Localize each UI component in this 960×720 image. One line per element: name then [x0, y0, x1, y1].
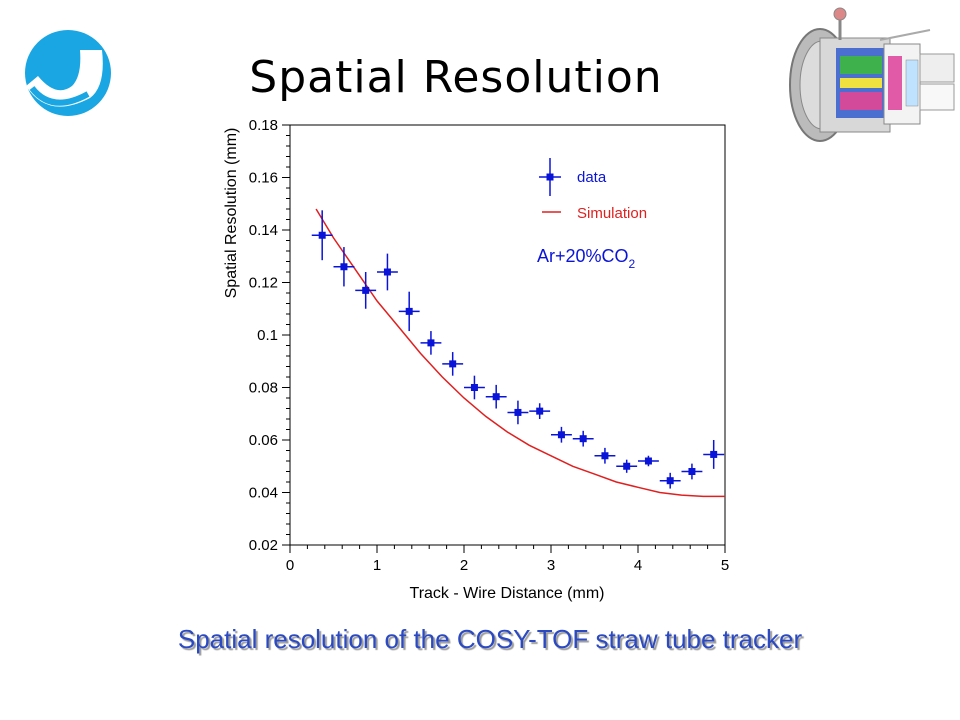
data-point: [485, 384, 507, 409]
legend: data Simulation: [539, 158, 647, 222]
data-marker: [536, 407, 544, 415]
data-point: [659, 472, 681, 489]
x-tick-label: 4: [634, 557, 642, 574]
y-tick-label: 0.1: [257, 327, 278, 344]
y-tick-label: 0.14: [249, 222, 278, 239]
data-point: [420, 331, 442, 355]
y-tick-label: 0.06: [249, 432, 278, 449]
data-marker: [623, 462, 631, 470]
data-point: [377, 253, 398, 291]
simulation-line: [315, 208, 725, 498]
data-series: [311, 210, 725, 489]
cosy-tof-detector-cutaway-icon: [789, 7, 955, 142]
x-tick-label: 5: [721, 557, 729, 574]
x-tick-label: 3: [547, 557, 555, 574]
data-point: [703, 440, 725, 469]
data-marker: [579, 435, 587, 443]
data-marker: [449, 360, 457, 368]
data-marker: [383, 268, 391, 276]
data-marker: [557, 431, 565, 439]
simulation-series: [315, 208, 725, 498]
data-marker: [688, 468, 696, 475]
data-marker: [666, 477, 674, 485]
blue-swoosh-logo-icon: [25, 30, 111, 116]
data-marker: [710, 450, 718, 458]
data-point: [616, 459, 638, 473]
data-marker: [601, 452, 609, 460]
data-point: [442, 352, 464, 376]
data-marker: [514, 408, 522, 416]
plot-frame: [289, 124, 726, 546]
legend-data-marker: [546, 173, 554, 181]
x-tick-label: 1: [373, 557, 381, 574]
data-point: [355, 272, 377, 309]
data-point: [398, 291, 420, 332]
slide-title: Spatial Resolution: [249, 52, 663, 103]
data-point: [464, 375, 485, 400]
gas-mixture-text: Ar+20%CO: [537, 246, 629, 266]
data-point: [551, 426, 572, 443]
data-point: [333, 247, 355, 287]
gas-mixture-subscript: 2: [629, 257, 636, 271]
y-tick-label: 0.08: [249, 380, 278, 397]
data-marker: [644, 457, 652, 465]
data-point: [507, 400, 529, 425]
data-marker: [427, 339, 435, 347]
y-axis-label: Spatial Resolution (mm): [223, 128, 240, 299]
y-tick-label: 0.04: [249, 485, 278, 502]
data-point: [638, 455, 659, 467]
x-axis-label: Track - Wire Distance (mm): [410, 585, 605, 602]
x-tick-label: 0: [286, 557, 294, 574]
data-marker: [340, 263, 348, 271]
data-marker: [492, 393, 500, 401]
y-tick-label: 0.16: [249, 170, 278, 187]
data-point: [572, 430, 594, 447]
data-marker: [318, 231, 326, 239]
y-tick-label: 0.18: [249, 117, 278, 134]
data-marker: [470, 384, 478, 391]
data-point: [529, 403, 551, 419]
gas-mixture-annotation: Ar+20%CO2: [537, 246, 636, 271]
legend-data-label: data: [577, 169, 607, 186]
slide-caption: Spatial resolution of the COSY-TOF straw…: [177, 624, 803, 654]
data-point: [594, 447, 616, 464]
y-tick-label: 0.02: [249, 537, 278, 554]
data-point: [681, 463, 703, 480]
data-point: [311, 210, 333, 261]
x-tick-label: 2: [460, 557, 468, 574]
legend-simulation-label: Simulation: [577, 205, 647, 222]
data-marker: [362, 286, 370, 294]
data-marker: [405, 307, 413, 315]
axis-ticks: 0 1 2 3 4 5 0.02 0.04 0.06 0.08 0.1 0.12 0.14 0.16 0.1…: [249, 117, 729, 574]
y-tick-label: 0.12: [249, 275, 278, 292]
